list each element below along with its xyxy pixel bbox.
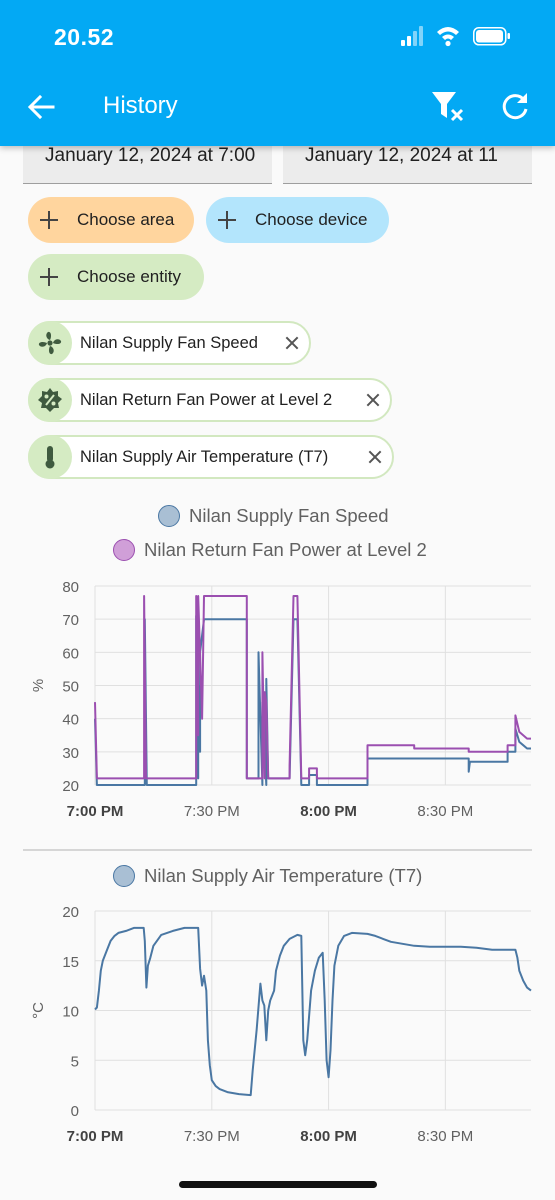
- plus-icon: [217, 210, 237, 230]
- legend-swatch: [113, 539, 135, 561]
- x-tick-label: 8:00 PM: [300, 803, 357, 820]
- choose-entity-button[interactable]: Choose entity: [28, 254, 204, 300]
- thermometer-icon: [28, 435, 72, 479]
- choose-area-label: Choose area: [77, 210, 175, 229]
- series-line-0-0: [94, 614, 531, 786]
- series-line-1-0: [94, 926, 532, 1097]
- y-tick-label: 50: [62, 679, 79, 696]
- wifi-icon: [437, 27, 459, 47]
- legend-label: Nilan Return Fan Power at Level 2: [144, 539, 427, 560]
- signal-icon: [401, 26, 423, 46]
- remove-entity-button[interactable]: [366, 393, 380, 407]
- choose-device-button[interactable]: Choose device: [206, 197, 389, 243]
- refresh-button[interactable]: [498, 90, 532, 124]
- home-indicator: [179, 1181, 377, 1188]
- fan-icon: [28, 321, 72, 365]
- legend-item-return-fan-power[interactable]: Nilan Return Fan Power at Level 2: [113, 539, 427, 561]
- x-tick-label: 7:00 PM: [67, 1128, 124, 1145]
- back-button[interactable]: [24, 90, 58, 124]
- plus-icon: [39, 267, 59, 287]
- entity-chip-label: Nilan Supply Fan Speed: [80, 333, 258, 352]
- plus-icon: [39, 210, 59, 230]
- y-tick-label: 40: [62, 712, 79, 729]
- y-tick-label: 0: [71, 1103, 79, 1120]
- entity-chip-supply-fan-speed: Nilan Supply Fan Speed: [28, 321, 311, 365]
- x-tick-label: 8:30 PM: [417, 803, 473, 820]
- y-axis-label: %: [30, 679, 47, 692]
- choose-area-button[interactable]: Choose area: [28, 197, 194, 243]
- x-tick-label: 7:00 PM: [67, 803, 124, 820]
- y-tick-label: 20: [62, 778, 79, 795]
- legend-swatch: [113, 865, 135, 887]
- entity-chip-label: Nilan Return Fan Power at Level 2: [80, 390, 333, 409]
- legend-swatch: [158, 505, 180, 527]
- x-tick-label: 7:30 PM: [184, 1128, 240, 1145]
- battery-icon: [473, 27, 510, 46]
- status-icons: [401, 26, 510, 47]
- y-axis-label: °C: [30, 1002, 47, 1019]
- app-bar: 20.52 History: [0, 0, 555, 146]
- entity-chip-return-fan-power: Nilan Return Fan Power at Level 2: [28, 378, 392, 422]
- remove-entity-button[interactable]: [285, 336, 299, 350]
- supply-air-temperature-chart[interactable]: 0 5 10 15 20 7:00 PM 7:30 PM 8:00 PM 8:30 PM °C: [0, 900, 555, 1155]
- y-tick-label: 30: [62, 745, 79, 762]
- y-tick-label: 10: [62, 1004, 79, 1021]
- entity-chip-supply-air-temperature: Nilan Supply Air Temperature (T7): [28, 435, 394, 479]
- legend-label: Nilan Supply Air Temperature (T7): [144, 865, 423, 886]
- chart-divider: [23, 849, 532, 851]
- entity-chip-label: Nilan Supply Air Temperature (T7): [80, 447, 329, 466]
- x-tick-label: 7:30 PM: [184, 803, 240, 820]
- y-tick-label: 15: [62, 954, 79, 971]
- x-tick-label: 8:30 PM: [417, 1128, 473, 1145]
- y-tick-label: 5: [71, 1053, 79, 1070]
- y-tick-label: 60: [62, 645, 79, 662]
- y-tick-label: 70: [62, 612, 79, 629]
- page-title: History: [103, 92, 178, 119]
- status-time: 20.52: [54, 24, 115, 50]
- x-tick-label: 8:00 PM: [300, 1128, 357, 1145]
- fan-percent-icon: [28, 378, 72, 422]
- choose-device-label: Choose device: [255, 210, 368, 229]
- fan-speed-power-chart[interactable]: 20 30 40 50 60 70 80 7:00 PM 7:30 PM 8:00 PM 8:30 …: [0, 575, 555, 830]
- remove-entity-button[interactable]: [368, 450, 382, 464]
- y-tick-label: 20: [62, 904, 79, 921]
- choose-entity-label: Choose entity: [77, 267, 181, 286]
- clear-filter-button[interactable]: [428, 88, 468, 126]
- legend-item-supply-fan-speed[interactable]: Nilan Supply Fan Speed: [158, 505, 389, 527]
- y-tick-label: 80: [62, 579, 79, 596]
- legend-label: Nilan Supply Fan Speed: [189, 505, 389, 526]
- series-line-0-1: [94, 595, 531, 780]
- legend-item-supply-air-temperature[interactable]: Nilan Supply Air Temperature (T7): [113, 865, 422, 887]
